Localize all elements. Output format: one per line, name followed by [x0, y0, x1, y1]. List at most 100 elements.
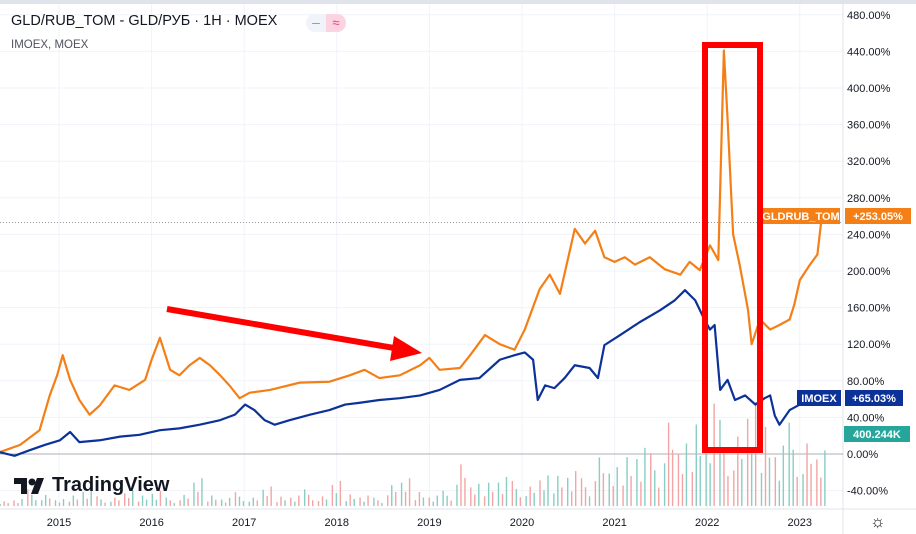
volume-bar: [248, 501, 251, 506]
volume-bar: [82, 491, 84, 506]
volume-bar: [86, 498, 88, 506]
volume-bar: [760, 472, 763, 506]
volume-bar: [76, 499, 79, 506]
volume-last-value-label-bg: [844, 426, 910, 442]
volume-bar: [224, 502, 227, 506]
y-tick-label: 360.00%: [847, 120, 891, 132]
volume-bar: [483, 496, 486, 506]
highlight-box-annotation: [702, 42, 763, 453]
volume-bar: [118, 500, 120, 506]
volume-bar: [169, 500, 171, 506]
volume-bar: [505, 476, 508, 506]
volume-bar: [608, 473, 610, 506]
volume-bar: [110, 501, 112, 506]
volume-bar: [298, 495, 300, 506]
x-tick-label: 2019: [417, 517, 441, 529]
compare-symbol-legend[interactable]: IMOEX, MOEX: [11, 39, 89, 51]
volume-bar: [339, 481, 342, 506]
volume-bar: [197, 491, 199, 506]
volume-bar: [373, 497, 375, 506]
volume-bar: [242, 501, 245, 506]
volume-bar: [442, 490, 444, 506]
volume-bar: [470, 487, 472, 506]
volume-bar: [474, 494, 476, 506]
settings-gear-icon[interactable]: ☼: [870, 512, 886, 531]
volume-bar: [543, 490, 545, 506]
series-name-label-bg: [762, 208, 840, 224]
volume-bar: [155, 499, 158, 506]
series-last-value-label-bg: [845, 390, 903, 406]
volume-bar: [215, 499, 217, 506]
volume-bar: [238, 496, 241, 506]
volume-bar: [802, 473, 804, 506]
volume-bar: [598, 457, 601, 506]
volume-bar: [58, 502, 61, 506]
compare-mode-icon[interactable]: ≈: [326, 14, 346, 32]
volume-bar: [128, 498, 130, 506]
tradingview-logo-icon: [14, 477, 44, 494]
chart-canvas[interactable]: -40.00% 0.00% 40.00% 80.00% 120.00% 160.00% 20…: [0, 4, 916, 534]
volume-bar: [201, 478, 203, 506]
y-tick-label: 80.00%: [847, 376, 885, 388]
volume-bar: [363, 501, 365, 506]
line-mode-icon[interactable]: –: [312, 14, 320, 30]
volume-bar: [741, 459, 743, 506]
volume-bar: [737, 436, 739, 506]
volume-bar: [727, 475, 729, 506]
chart-mode-toggle[interactable]: – ≈: [306, 14, 346, 32]
volume-bar: [141, 495, 144, 506]
volume-bar: [179, 500, 181, 506]
volume-bar: [671, 449, 674, 506]
volume-bar: [100, 499, 102, 506]
volume-bar: [478, 483, 480, 506]
y-tick-label: 120.00%: [847, 339, 891, 351]
volume-bar: [307, 494, 310, 506]
volume-bar: [574, 471, 577, 506]
volume-bar: [422, 497, 425, 506]
volume-bar: [626, 457, 628, 506]
volume-bar: [612, 486, 614, 506]
series-line-imoex: [0, 289, 821, 457]
volume-bar: [68, 501, 71, 506]
volume-bar: [570, 491, 573, 506]
series-line-gldrub_tom: [0, 49, 823, 454]
volume-bar: [145, 499, 148, 506]
volume-bar: [48, 498, 51, 506]
x-tick-label: 2017: [232, 517, 256, 529]
volume-bar: [35, 500, 37, 506]
volume-bar: [622, 485, 624, 506]
volume-bar: [270, 486, 272, 506]
volume-bar: [387, 495, 389, 506]
volume-bar: [497, 482, 500, 506]
volume-bar: [768, 457, 771, 506]
volume-bar: [432, 501, 434, 506]
volume-bar: [816, 459, 818, 506]
volume-bar: [228, 497, 231, 506]
volume-bar: [630, 476, 632, 506]
volume-bar: [584, 487, 587, 506]
volume-bar: [418, 492, 421, 506]
volume-bar: [124, 493, 126, 506]
volume-bar: [3, 501, 5, 506]
volume-bar: [54, 500, 57, 506]
volume-bar: [820, 477, 822, 506]
series-name-label: GLDRUB_TOM: [762, 211, 839, 223]
volume-bar: [40, 500, 43, 506]
volume-bar: [446, 495, 448, 506]
volume-bar: [650, 453, 652, 506]
volume-bar: [501, 493, 504, 506]
volume-bar: [487, 482, 490, 506]
volume-bar: [525, 496, 527, 506]
volume-bar: [754, 401, 757, 506]
volume-bar: [280, 496, 282, 506]
x-tick-label: 2022: [695, 517, 719, 529]
volume-bar: [0, 504, 1, 506]
tradingview-logo[interactable]: TradingView: [14, 474, 169, 497]
volume-bar: [667, 422, 670, 506]
volume-bar: [331, 485, 334, 506]
volume-bar: [547, 475, 549, 506]
volume-bar: [96, 496, 98, 506]
volume-bar: [266, 496, 268, 506]
x-tick-label: 2020: [510, 517, 534, 529]
